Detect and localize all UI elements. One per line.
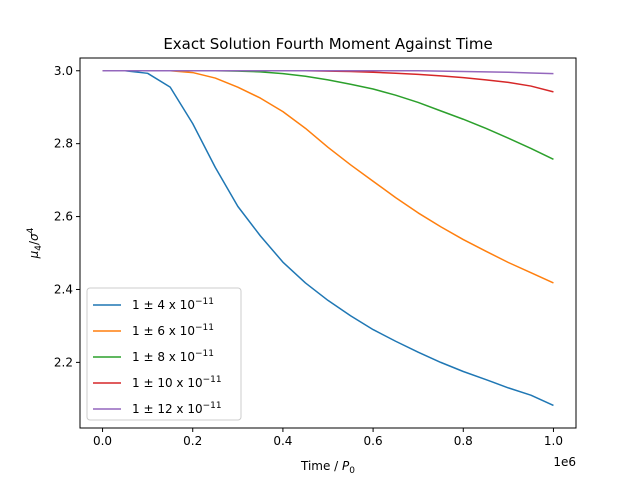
legend-label-1: 1 ± 4 x 10−11 <box>132 297 214 312</box>
legend-label-3: 1 ± 8 x 10−11 <box>132 349 214 364</box>
legend-label-5: 1 ± 12 x 10−11 <box>132 401 222 416</box>
x-offset-label: 1e6 <box>553 455 576 469</box>
y-tick-label: 2.8 <box>54 137 73 151</box>
y-tick-label: 2.2 <box>54 355 73 369</box>
legend-box <box>86 287 242 421</box>
x-tick-label: 0.0 <box>93 434 112 448</box>
x-axis: 0.0 0.2 0.4 0.6 0.8 1.0 <box>93 428 563 448</box>
plot-lines <box>102 70 554 407</box>
y-tick-label: 3.0 <box>54 64 73 78</box>
x-axis-label: Time / P0 <box>300 459 355 476</box>
plot-frame <box>79 57 577 429</box>
series-line-5 <box>102 70 554 75</box>
chart-title: Exact Solution Fourth Moment Against Tim… <box>163 35 492 53</box>
series-line-1 <box>102 70 554 407</box>
series-line-4 <box>102 70 554 93</box>
x-tick-label: 0.8 <box>454 434 473 448</box>
y-axis-label: μ4/σ4 <box>26 227 44 259</box>
x-tick-label: 0.4 <box>273 434 292 448</box>
x-tick-label: 1.0 <box>544 434 563 448</box>
legend-label-2: 1 ± 6 x 10−11 <box>132 323 214 338</box>
series-line-2 <box>102 70 554 284</box>
x-tick-label: 0.6 <box>364 434 383 448</box>
legend: 1 ± 4 x 10−11 1 ± 6 x 10−11 1 ± 8 x 10−11 1… <box>86 287 242 421</box>
legend-label-4: 1 ± 10 x 10−11 <box>132 375 222 390</box>
y-tick-label: 2.4 <box>54 282 73 296</box>
y-axis: 2.2 2.4 2.6 2.8 3.0 <box>54 64 80 369</box>
x-tick-label: 0.2 <box>183 434 202 448</box>
y-tick-label: 2.6 <box>54 210 73 224</box>
series-line-3 <box>102 70 554 161</box>
